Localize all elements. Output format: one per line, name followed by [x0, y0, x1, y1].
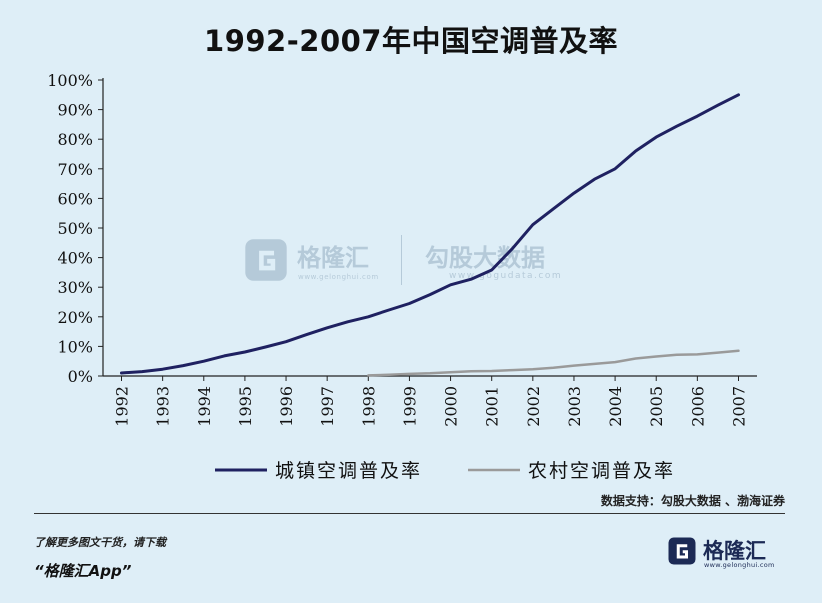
series-line-1 [120, 93, 740, 375]
promo-text: 了解更多图文干货，请下载 [34, 536, 166, 549]
x-tick-label: 1992 [113, 386, 132, 427]
gelonghui-logo-icon [668, 537, 696, 565]
source-note: 数据支持：勾股大数据 、渤海证券 [600, 494, 785, 508]
watermark-name-gogudata: 勾股大数据 [425, 244, 545, 272]
x-tick-label: 2002 [524, 386, 543, 427]
x-tick-label: 1993 [154, 386, 173, 427]
y-tick-label: 30% [57, 278, 93, 297]
y-tick-label: 100% [47, 71, 93, 90]
y-tick-label: 10% [57, 337, 93, 356]
y-tick-label: 60% [57, 189, 93, 208]
y-tick-label: 20% [57, 308, 93, 327]
brand-name: 格隆汇 [703, 539, 766, 563]
promo-app-name: “格隆汇App” [34, 562, 132, 580]
x-tick-label: 1999 [400, 386, 419, 427]
x-tick-label: 2004 [606, 386, 625, 427]
y-tick-label: 80% [57, 130, 93, 149]
watermark-name-gelonghui: 格隆汇 [297, 244, 369, 272]
x-tick-label: 2003 [565, 386, 584, 427]
chart-title: 1992-2007年中国空调普及率 [204, 24, 618, 58]
x-tick-label: 1998 [359, 386, 378, 427]
divider [34, 513, 785, 514]
x-tick-label: 1996 [277, 386, 296, 427]
x-tick-label: 1995 [236, 386, 255, 427]
x-tick-label: 2001 [483, 386, 502, 427]
legend-label-2: 农村空调普及率 [528, 460, 675, 482]
y-tick-label: 70% [57, 160, 93, 179]
watermark-url-gelonghui: www.gelonghui.com [298, 273, 379, 281]
brand-url: www.gelonghui.com [704, 561, 775, 569]
series-line-2 [367, 349, 740, 377]
watermark: 格隆汇 www.gelonghui.com 勾股大数据 www.gogudata… [243, 233, 583, 295]
y-tick-label: 90% [57, 101, 93, 120]
x-tick-label: 2007 [729, 386, 748, 427]
x-tick-label: 1997 [318, 386, 337, 427]
watermark-separator [401, 235, 402, 285]
y-tick-label: 50% [57, 219, 93, 238]
gelonghui-watermark-icon [245, 239, 287, 281]
y-tick-label: 40% [57, 249, 93, 268]
line-chart: 0% 10% 20% 30% 40% 50% 60% 70% 80% 90% 100% 1992 199… [47, 71, 757, 482]
brand-logo: 格隆汇 www.gelonghui.com [667, 534, 797, 570]
x-tick-label: 1994 [195, 386, 214, 427]
x-tick-label: 2000 [442, 386, 461, 427]
watermark-url-gogudata: www.gogudata.com [449, 271, 563, 281]
x-tick-label: 2005 [647, 386, 666, 427]
legend-label-1: 城镇空调普及率 [275, 460, 422, 482]
x-tick-label: 2006 [688, 386, 707, 427]
y-tick-label: 0% [68, 367, 93, 386]
